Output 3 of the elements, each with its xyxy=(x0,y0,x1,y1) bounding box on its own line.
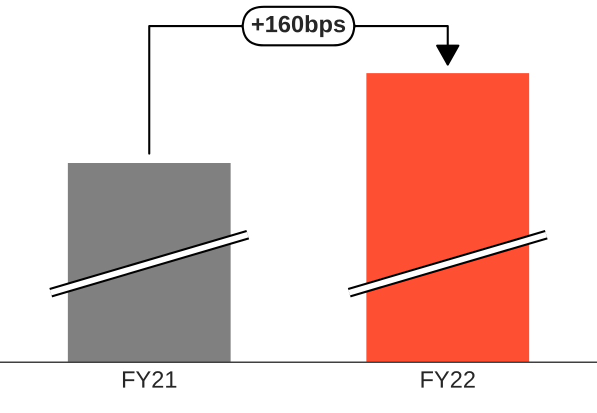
x-tick-label: FY21 xyxy=(122,371,176,388)
text: +160bps xyxy=(252,15,346,38)
x-tick-label: FY22 xyxy=(421,371,475,388)
